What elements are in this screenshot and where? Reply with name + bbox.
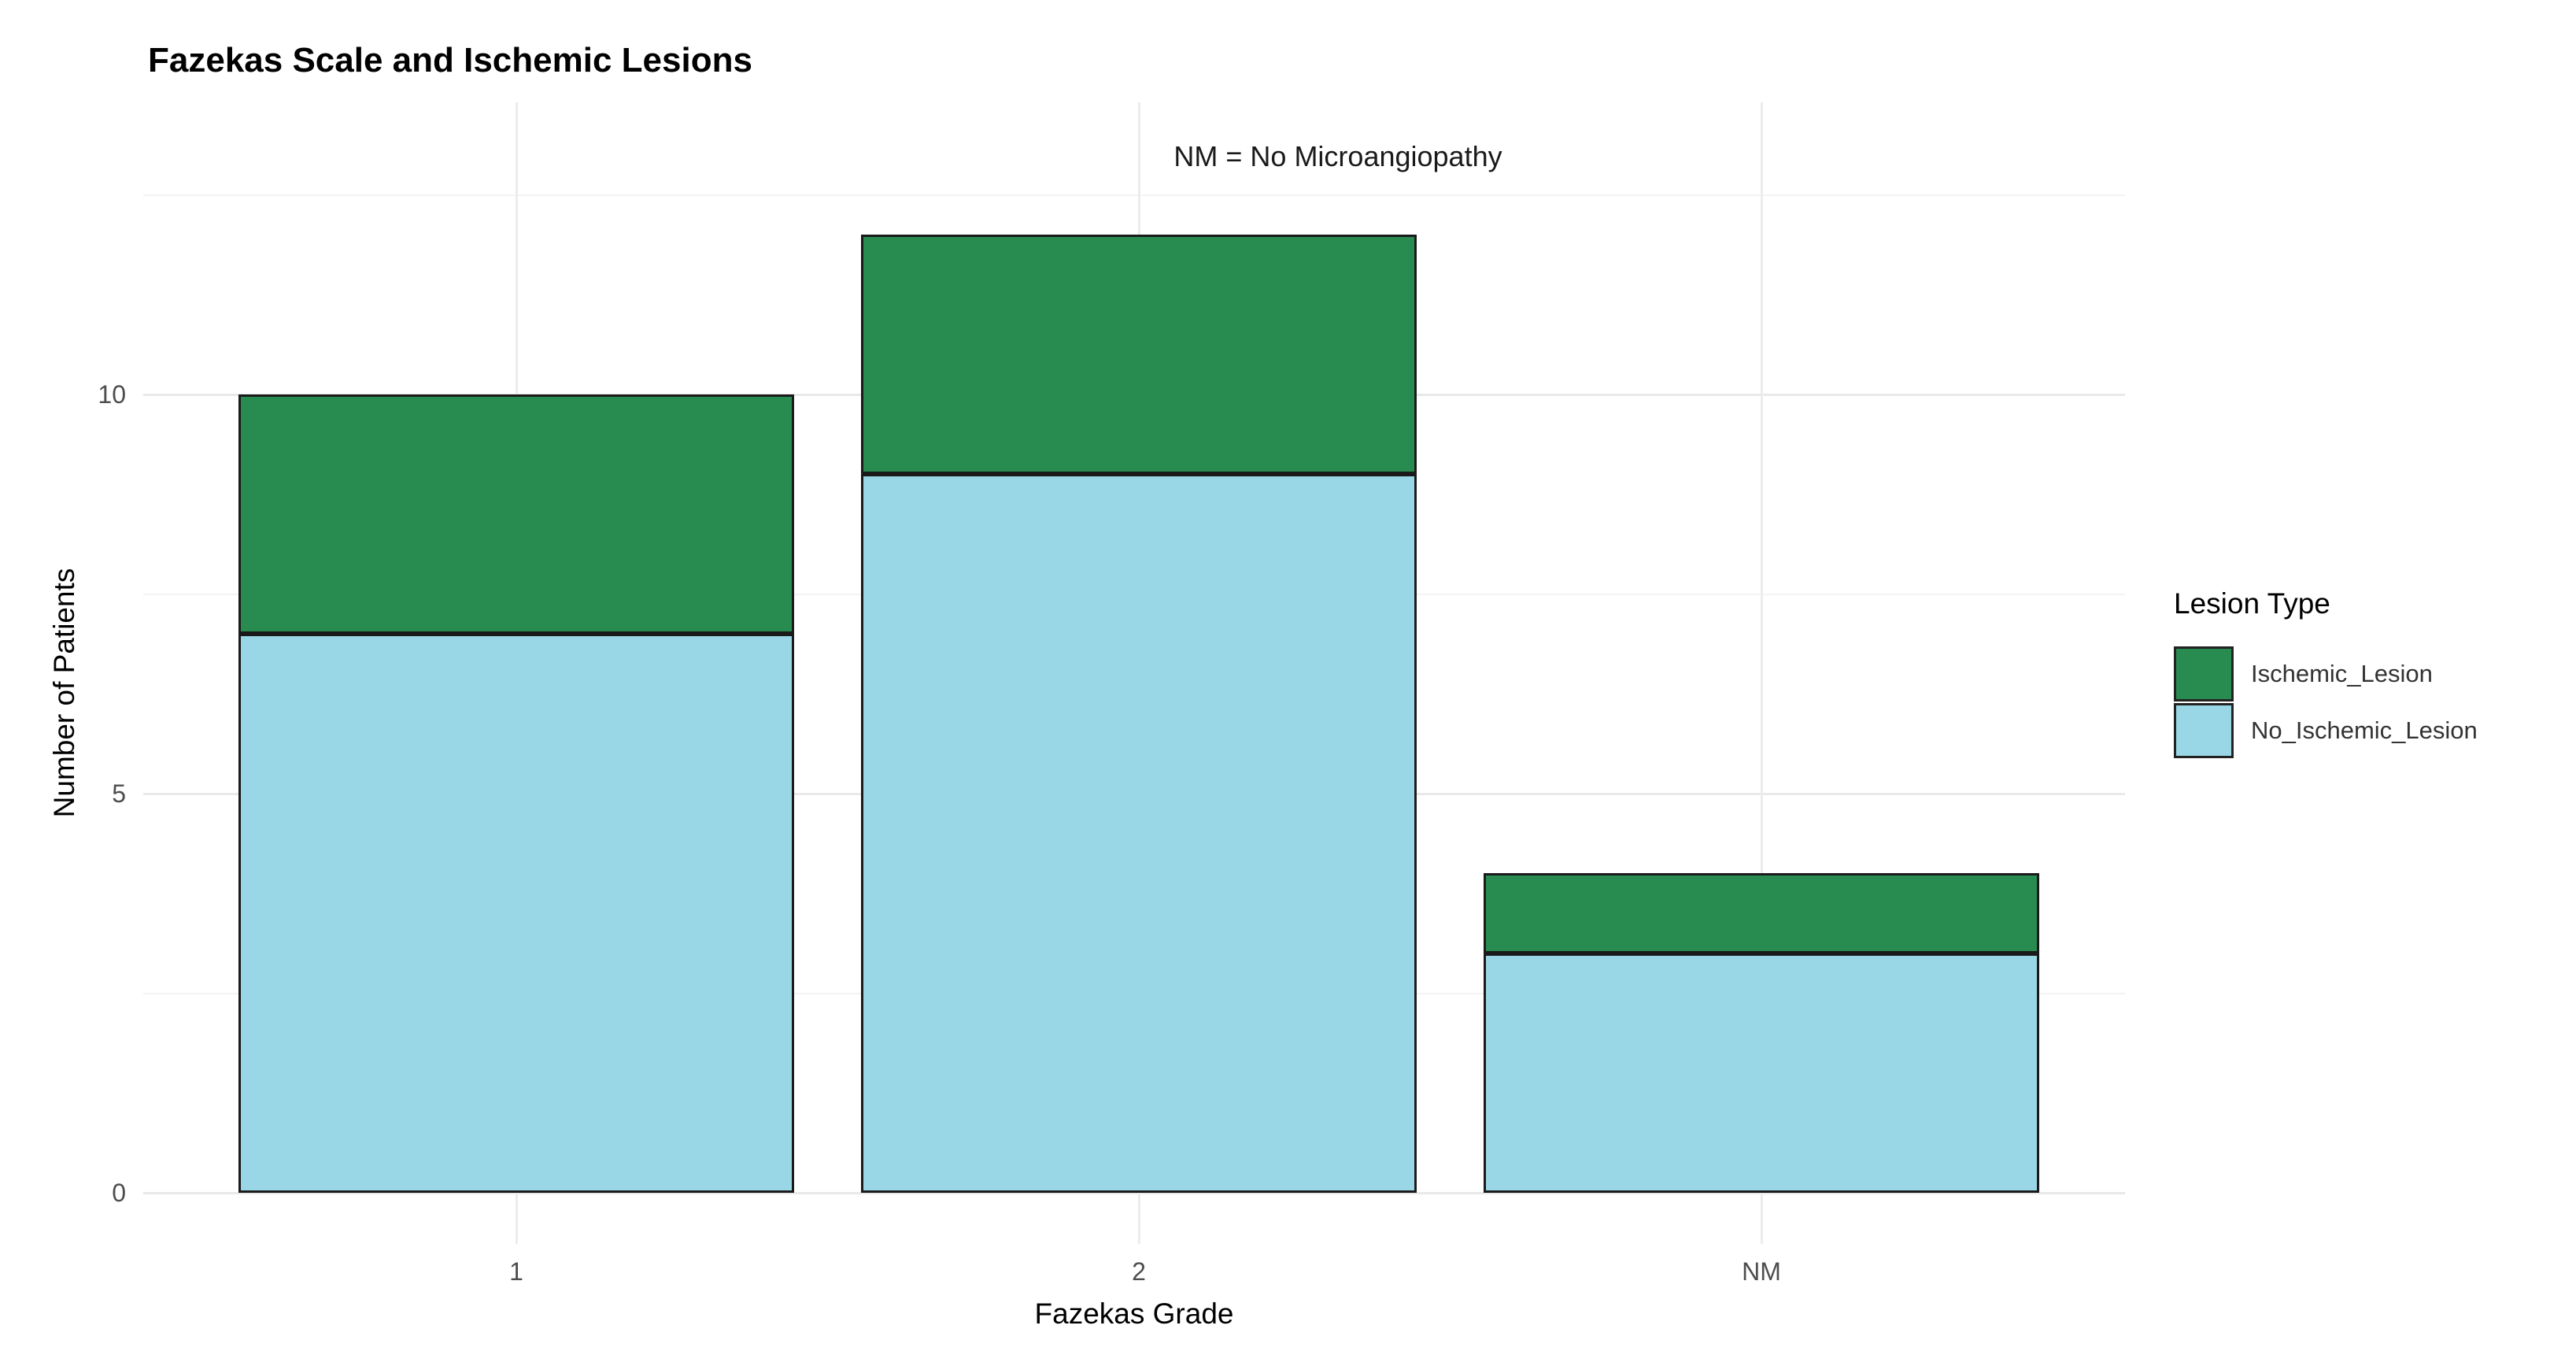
legend-item-label: Ischemic_Lesion bbox=[2251, 660, 2433, 687]
chart-subtitle: NM = No Microangiopathy bbox=[1173, 140, 1502, 172]
x-tick-label: NM bbox=[1742, 1257, 1781, 1286]
bar-segment-2-Ischemic_Lesion bbox=[861, 235, 1417, 475]
bar-segment-2-No_Ischemic_Lesion bbox=[861, 474, 1417, 1193]
y-tick-label: 5 bbox=[112, 779, 126, 808]
gridline-vertical bbox=[1761, 102, 1763, 1244]
bar-segment-1-No_Ischemic_Lesion bbox=[238, 634, 794, 1193]
y-tick-label: 10 bbox=[98, 380, 126, 409]
y-tick-label: 0 bbox=[112, 1179, 126, 1207]
legend-item-label: No_Ischemic_Lesion bbox=[2251, 716, 2478, 744]
chart-title: Fazekas Scale and Ischemic Lesions bbox=[148, 41, 752, 80]
legend-item-Ischemic_Lesion: Ischemic_Lesion bbox=[2174, 646, 2478, 702]
bar-segment-1-Ischemic_Lesion bbox=[238, 394, 794, 635]
legend-items: Ischemic_Lesion No_Ischemic_Lesion bbox=[2174, 646, 2478, 759]
legend-item-No_Ischemic_Lesion: No_Ischemic_Lesion bbox=[2174, 702, 2478, 759]
x-tick-label: 1 bbox=[509, 1257, 523, 1286]
gridline-minor bbox=[143, 194, 2125, 196]
legend-key-swatch bbox=[2174, 646, 2234, 702]
x-axis-title: Fazekas Grade bbox=[1034, 1298, 1234, 1330]
gridline-major bbox=[143, 1192, 2125, 1194]
bar-segment-NM-No_Ischemic_Lesion bbox=[1484, 953, 2039, 1193]
legend: Lesion Type Ischemic_Lesion No_Ischemic_L… bbox=[2174, 587, 2478, 759]
x-tick-label: 2 bbox=[1132, 1257, 1146, 1286]
legend-title: Lesion Type bbox=[2174, 587, 2330, 620]
legend-key-swatch bbox=[2174, 703, 2234, 758]
bar-segment-NM-Ischemic_Lesion bbox=[1484, 873, 2039, 953]
y-axis-title: Number of Patients bbox=[48, 568, 80, 818]
